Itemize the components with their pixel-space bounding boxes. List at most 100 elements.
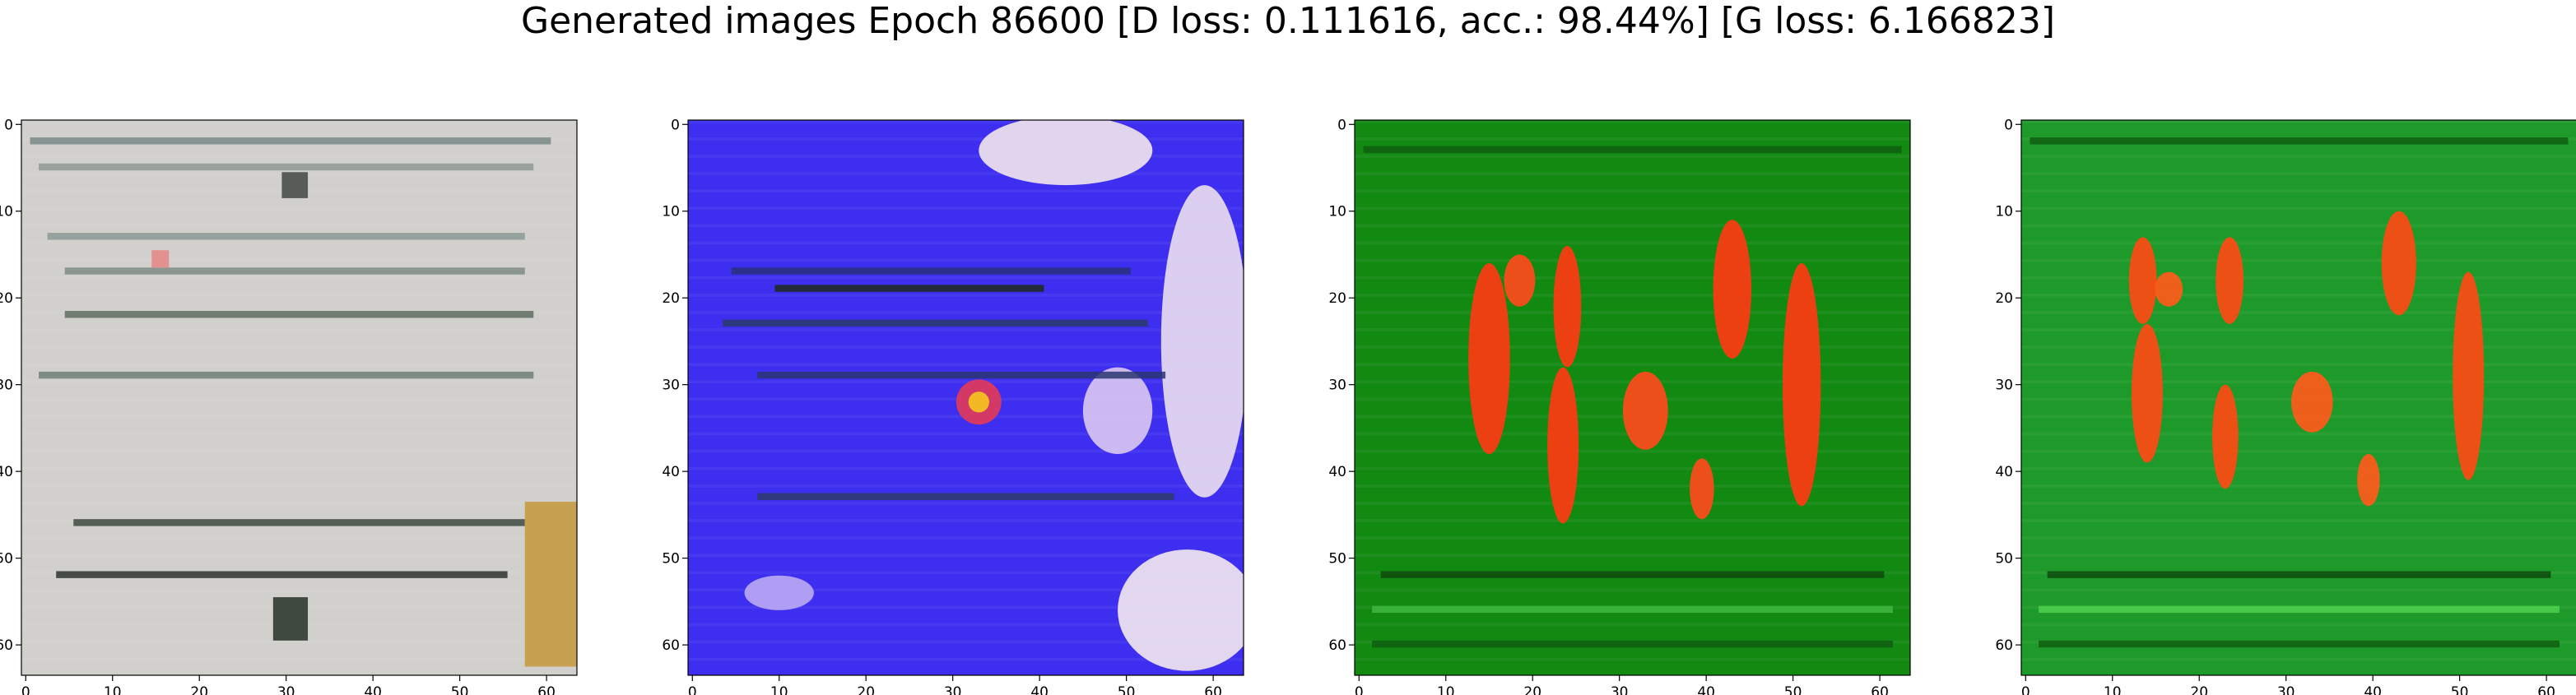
x-tick-label: 60 [537,684,556,695]
image-feature-line [2039,605,2560,614]
pixel-row-texture [21,120,577,123]
pixel-row-texture [21,588,577,592]
y-tick-label: 60 [662,637,680,654]
generated-image-1 [21,120,577,675]
image-feature-blob [1504,254,1536,307]
pixel-row-texture [2021,155,2576,158]
image-feature-blob [1547,367,1579,524]
pixel-row-texture [2021,519,2576,522]
pixel-row-texture [688,328,1244,331]
pixel-row-texture [21,241,577,245]
image-feature-blob [1690,458,1714,520]
pixel-row-texture [21,363,577,367]
image-feature-blob [1782,263,1821,507]
image-feature-line [1372,640,1893,648]
pixel-row-texture [21,432,577,436]
pixel-row-texture [688,605,1244,609]
pixel-row-texture [21,466,577,470]
y-tick-label: 40 [662,464,680,480]
pixel-row-texture [2021,293,2576,297]
pixel-row-texture [21,206,577,211]
x-tick-label: 0 [21,684,30,695]
x-tick-label: 40 [364,684,382,695]
image-feature-blob [979,120,1153,186]
pixel-row-texture [688,484,1244,488]
pixel-row-texture [2021,536,2576,540]
pixel-row-texture [688,258,1244,262]
pixel-row-texture [21,293,577,297]
image-feature-line [2039,640,2560,648]
image-feature-line [1380,571,1885,578]
y-tick-label: 10 [0,204,13,220]
x-tick-label: 10 [104,684,122,695]
x-tick-label: 60 [2537,684,2555,695]
image-feature-block [281,172,309,198]
pixel-row-texture [2021,276,2576,280]
pixel-row-texture [21,155,577,158]
y-tick-label: 20 [0,290,13,307]
image-feature-line [2030,137,2569,145]
pixel-row-texture [2021,554,2576,558]
pixel-row-texture [688,588,1244,592]
x-tick-label: 50 [451,684,469,695]
image-feature-blob [744,575,814,610]
image-feature-blob [2212,384,2239,489]
y-tick-label: 50 [1995,551,2013,568]
pixel-row-texture [688,155,1244,158]
x-tick-label: 30 [277,684,295,695]
image-feature-blob [2155,271,2183,307]
pixel-row-texture [2021,345,2576,349]
pixel-row-texture [688,345,1244,349]
pixel-row-texture [21,276,577,280]
generated-image-2 [688,120,1244,675]
pixel-row-texture [688,519,1244,522]
y-tick-label: 10 [1995,204,2013,220]
pixel-row-texture [21,258,577,262]
pixel-row-texture [2021,588,2576,592]
pixel-row-texture [688,554,1244,558]
pixel-row-texture [688,293,1244,297]
y-tick-label: 60 [1995,637,2013,654]
y-tick-label: 50 [662,551,680,568]
generated-image-4 [2021,120,2576,675]
axes-frame [1354,119,1911,676]
y-tick-label: 60 [0,637,13,654]
pixel-row-texture [1355,536,1910,540]
x-tick-label: 0 [2021,684,2030,695]
image-feature-blob [2131,323,2163,463]
pixel-row-texture [21,345,577,349]
x-tick-label: 60 [1204,684,1222,695]
pixel-row-texture [1355,293,1910,297]
pixel-row-texture [2021,657,2576,661]
image-feature-line [757,493,1174,500]
x-tick-label: 30 [944,684,962,695]
image-panel-4: 0 10 20 30 40 50 60 0 10 20 30 40 50 60 [1995,117,2576,695]
y-tick-label: 10 [1328,204,1346,220]
y-tick-label: 10 [662,204,680,220]
pixel-row-texture [2021,466,2576,470]
pixel-row-texture [2021,311,2576,314]
image-feature-line [64,311,534,318]
x-tick-label: 0 [688,684,697,695]
pixel-row-texture [1355,345,1910,349]
image-background [21,120,577,675]
image-panel-2: 0 10 20 30 40 50 60 0 10 20 30 40 50 60 [662,117,1244,695]
pixel-row-texture [21,397,577,401]
image-feature-line [39,163,534,171]
image-feature-blob [1468,263,1510,455]
y-tick-label: 30 [662,378,680,394]
image-feature-blob [2381,211,2416,316]
image-feature-line [39,371,534,379]
pixel-row-texture [21,484,577,488]
y-tick-label: 40 [0,464,13,480]
image-panel-1: 0 10 20 30 40 50 60 0 10 20 30 40 50 60 [0,117,578,695]
pixel-row-texture [1355,311,1910,314]
y-tick-label: 0 [2004,117,2013,133]
pixel-row-texture [688,276,1244,280]
generated-image-3 [1355,120,1910,675]
image-feature-line [1372,605,1893,614]
y-tick-label: 50 [1328,551,1346,568]
x-tick-label: 0 [1355,684,1364,695]
pixel-row-texture [2021,224,2576,228]
y-tick-label: 0 [1337,117,1346,133]
